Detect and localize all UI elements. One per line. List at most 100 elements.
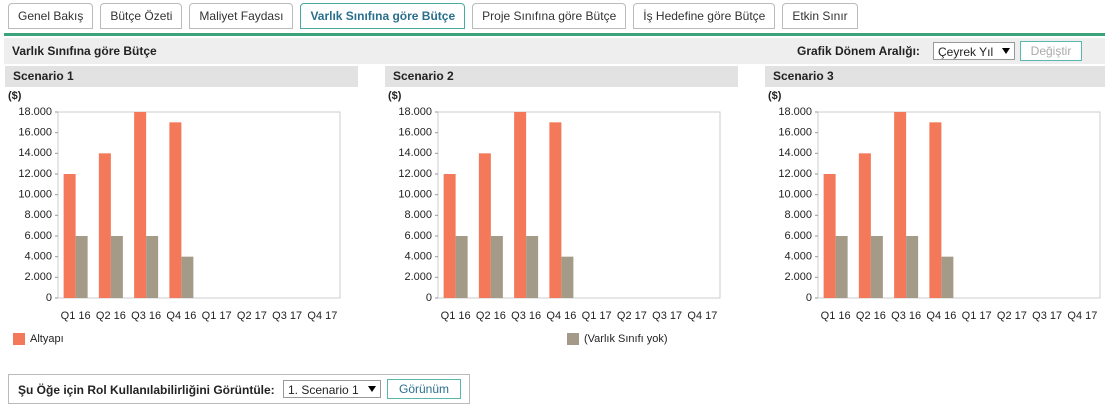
- tab[interactable]: Maliyet Faydası: [189, 3, 294, 29]
- x-tick-label: Q1 17: [962, 310, 992, 322]
- x-tick-label: Q1 17: [582, 310, 612, 322]
- y-tick-label: 6.000: [24, 230, 52, 242]
- bar: [870, 236, 883, 298]
- plot-frame: [437, 111, 721, 299]
- x-tick-label: Q3 17: [1032, 310, 1062, 322]
- period-value: Çeyrek Yıl: [938, 45, 994, 59]
- y-tick-label: 18.000: [18, 106, 52, 118]
- footer-label: Şu Öğe için Rol Kullanılabilirliğini Gör…: [18, 383, 275, 397]
- y-unit: ($): [768, 90, 782, 102]
- y-tick-label: 4.000: [404, 251, 432, 263]
- legend-label: Altyapı: [30, 333, 64, 345]
- chart-title: Scenario 3: [765, 66, 1105, 87]
- dropdown-arrow: [1002, 48, 1010, 54]
- x-tick-label: Q1 16: [61, 310, 91, 322]
- y-tick-label: 18.000: [398, 106, 432, 118]
- period-label: Grafik Dönem Aralığı:: [797, 44, 920, 58]
- y-tick-label: 0: [806, 292, 812, 304]
- bar: [514, 112, 527, 298]
- footer-box: Şu Öğe için Rol Kullanılabilirliğini Gör…: [8, 374, 470, 404]
- y-tick-label: 0: [426, 292, 432, 304]
- tab[interactable]: Genel Bakış: [8, 3, 94, 29]
- scenario-value: 1. Scenario 1: [288, 383, 359, 397]
- bar: [526, 236, 539, 298]
- bar: [181, 256, 194, 298]
- y-tick-label: 8.000: [404, 209, 432, 221]
- view-button[interactable]: Görünüm: [387, 379, 461, 399]
- x-tick-label: Q4 16: [166, 310, 196, 322]
- x-tick-label: Q4 17: [1067, 310, 1097, 322]
- x-tick-label: Q1 16: [821, 310, 851, 322]
- plot-frame: [57, 111, 341, 299]
- x-tick-label: Q4 17: [687, 310, 717, 322]
- chart: ($) 0 2.000 4.000 6.000 8.000 10.000 12.000 14.0…: [768, 90, 1101, 322]
- chart: ($) 0 2.000 4.000 6.000 8.000 10.000 12.000 14.0…: [388, 90, 721, 322]
- bar: [478, 153, 491, 298]
- bar: [549, 122, 562, 298]
- y-tick-label: 18.000: [778, 106, 812, 118]
- x-tick-label: Q2 16: [476, 310, 506, 322]
- tab[interactable]: Bütçe Özeti: [100, 3, 183, 29]
- bar: [63, 174, 76, 298]
- legend-label: (Varlık Sınıfı yok): [584, 333, 668, 345]
- bar: [134, 112, 147, 298]
- x-tick-label: Q2 16: [856, 310, 886, 322]
- y-tick-label: 14.000: [398, 147, 432, 159]
- bar: [835, 236, 848, 298]
- bar: [941, 256, 954, 298]
- bar: [858, 153, 871, 298]
- y-tick-label: 12.000: [398, 168, 432, 180]
- y-tick-label: 4.000: [24, 251, 52, 263]
- tab[interactable]: İş Hedefine göre Bütçe: [633, 3, 776, 29]
- y-tick-label: 0: [46, 292, 52, 304]
- y-unit: ($): [388, 90, 402, 102]
- y-tick-label: 16.000: [778, 127, 812, 139]
- chart: ($) 0 2.000 4.000 6.000 8.000 10.000 12.000 14.0…: [8, 90, 341, 322]
- bar: [443, 174, 456, 298]
- x-tick-label: Q1 16: [441, 310, 471, 322]
- y-tick-label: 4.000: [784, 251, 812, 263]
- plot-frame: [817, 111, 1101, 299]
- bar: [146, 236, 159, 298]
- y-tick-label: 14.000: [18, 147, 52, 159]
- x-tick-label: Q3 17: [272, 310, 302, 322]
- y-tick-label: 6.000: [784, 230, 812, 242]
- toolbar: Varlık Sınıfına göre Bütçe Grafik Dönem …: [4, 38, 1105, 64]
- y-tick-label: 6.000: [404, 230, 432, 242]
- y-tick-label: 8.000: [784, 209, 812, 221]
- chart-title: Scenario 1: [5, 66, 358, 87]
- tab[interactable]: Etkin Sınır: [782, 3, 858, 29]
- tab[interactable]: Proje Sınıfına göre Bütçe: [472, 3, 627, 29]
- bar: [110, 236, 123, 298]
- tab[interactable]: Varlık Sınıfına göre Bütçe: [300, 3, 466, 29]
- y-tick-label: 2.000: [784, 271, 812, 283]
- y-tick-label: 12.000: [778, 168, 812, 180]
- x-tick-label: Q1 17: [202, 310, 232, 322]
- x-tick-label: Q4 17: [307, 310, 337, 322]
- x-tick-label: Q2 16: [96, 310, 126, 322]
- period-select[interactable]: Çeyrek Yıl: [933, 42, 1015, 60]
- change-button[interactable]: Değiştir: [1020, 41, 1082, 61]
- bar: [169, 122, 182, 298]
- bar: [490, 236, 503, 298]
- x-tick-label: Q2 17: [997, 310, 1027, 322]
- y-tick-label: 16.000: [18, 127, 52, 139]
- bar: [455, 236, 468, 298]
- x-tick-label: Q2 17: [237, 310, 267, 322]
- bar: [98, 153, 111, 298]
- y-tick-label: 10.000: [778, 189, 812, 201]
- y-tick-label: 16.000: [398, 127, 432, 139]
- y-tick-label: 2.000: [24, 271, 52, 283]
- y-tick-label: 8.000: [24, 209, 52, 221]
- legend-swatch: [13, 333, 25, 345]
- y-unit: ($): [8, 90, 22, 102]
- x-tick-label: Q3 16: [891, 310, 921, 322]
- y-tick-label: 12.000: [18, 168, 52, 180]
- scenario-select[interactable]: 1. Scenario 1: [283, 380, 381, 398]
- y-tick-label: 14.000: [778, 147, 812, 159]
- chart-title: Scenario 2: [385, 66, 738, 87]
- x-tick-label: Q2 17: [617, 310, 647, 322]
- bar: [906, 236, 919, 298]
- tab-underline: [4, 33, 1105, 36]
